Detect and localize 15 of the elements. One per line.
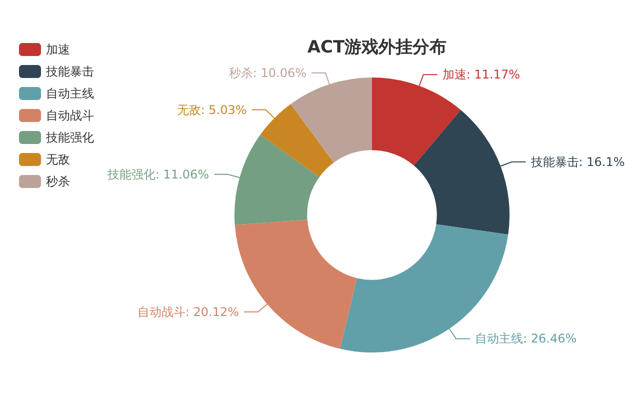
- data-label: 自动战斗: 20.12%: [137, 304, 240, 319]
- data-label: 自动主线: 26.46%: [475, 332, 577, 346]
- data-label: 无敌: 5.03%: [176, 102, 247, 117]
- legend-label: 技能暴击: [45, 64, 94, 78]
- legend-label: 加速: [46, 42, 70, 56]
- legend-label: 自动战斗: [46, 108, 94, 122]
- data-label: 加速: 11.17%: [442, 68, 520, 82]
- legend-label: 技能强化: [45, 130, 94, 144]
- data-label: 技能暴击: 16.1%: [530, 154, 625, 169]
- legend-label: 秒杀: [46, 174, 70, 188]
- data-label: 秒杀: 10.06%: [228, 66, 307, 80]
- chart-title: ACT游戏外挂分布: [307, 38, 447, 58]
- legend-label: 自动主线: [46, 86, 94, 100]
- data-label: 技能强化: 11.06%: [106, 167, 210, 182]
- legend-label: 无敌: [46, 152, 70, 166]
